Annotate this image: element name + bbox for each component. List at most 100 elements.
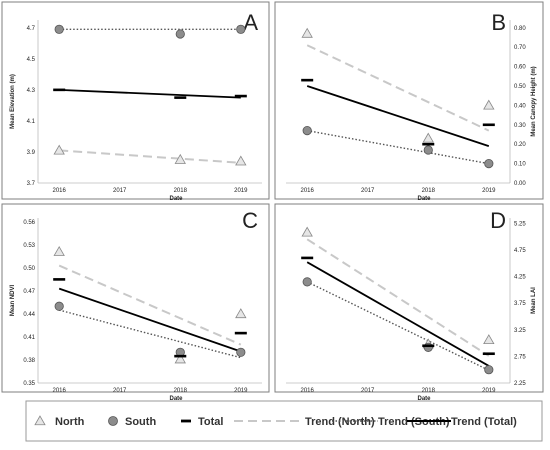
total-marker: [53, 88, 66, 92]
trend-line-trend-total: [59, 88, 241, 99]
trend-line-trend-north: [59, 149, 241, 164]
panel-letter: B: [491, 10, 506, 35]
x-tick-label: 2017: [361, 388, 375, 394]
trend-line-trend-total: [306, 85, 490, 147]
south-point: [423, 342, 433, 352]
north-point: [53, 144, 65, 155]
chart-panel-b: 2016 2017 2018 2019 0.00 0.10 0.20 0.30 0.40 0.50…: [274, 1, 544, 202]
total-marker: [234, 94, 247, 98]
x-axis-label: Date: [169, 396, 183, 402]
x-axis-label: Date: [417, 196, 431, 202]
y-tick-label: 0.10: [514, 162, 526, 168]
panel-border: [274, 1, 544, 200]
y-tick-label: 0.20: [514, 142, 526, 148]
y-tick-label: 4.1: [27, 119, 36, 125]
x-tick-label: 2018: [422, 388, 436, 394]
chart-panel-d: 2016 2017 2018 2019 2.25 2.75 3.25 3.75 4.25 4.75…: [274, 203, 544, 402]
legend-label: Trend (North): [305, 416, 375, 428]
total-marker: [301, 256, 314, 260]
trend-line-trend-total: [306, 261, 490, 367]
y-tick-label: 0.44: [23, 312, 35, 318]
total-marker: [53, 278, 66, 281]
x-tick-label: 2016: [53, 388, 67, 394]
y-tick-label: 3.75: [514, 301, 526, 307]
north-point: [235, 155, 247, 166]
x-tick-label: 2018: [174, 388, 188, 394]
chart-panel-c: 2016 2017 2018 2019 0.35 0.38 0.41 0.44 0.47 0.50…: [1, 203, 270, 402]
legend-label: South: [125, 416, 156, 428]
trend-line-trend-north: [58, 264, 242, 346]
legend-item-trend-north: Trend (North): [234, 416, 375, 428]
panel-border: [1, 1, 270, 200]
legend-north-symbol: [34, 415, 46, 426]
x-tick-label: 2017: [113, 188, 127, 194]
total-marker: [301, 78, 314, 82]
y-tick-label: 2.25: [514, 381, 526, 387]
x-tick-label: 2018: [422, 188, 436, 194]
south-point: [484, 365, 494, 375]
y-tick-label: 3.7: [27, 181, 36, 187]
y-axis-label: Mean NDVI: [10, 285, 16, 317]
y-tick-label: 3.25: [514, 328, 526, 334]
total-marker: [422, 344, 435, 348]
legend-item-total: Total: [181, 416, 223, 428]
y-tick-label: 0.40: [514, 103, 526, 109]
legend-total-symbol: [181, 419, 191, 423]
total-marker: [482, 123, 495, 127]
y-tick-label: 0.30: [514, 123, 526, 129]
x-tick-label: 2016: [301, 188, 315, 194]
panel-border: [274, 203, 544, 393]
y-tick-label: 4.3: [27, 88, 36, 94]
legend-item-north: North: [34, 415, 85, 428]
x-tick-label: 2019: [482, 388, 496, 394]
x-axis-label: Date: [417, 396, 431, 402]
y-tick-label: 0.50: [514, 84, 526, 90]
north-point: [174, 153, 186, 164]
panel-letter: C: [242, 208, 258, 233]
legend-item-trend-total: Trend (Total): [407, 416, 517, 428]
y-tick-label: 2.75: [514, 354, 526, 360]
north-point: [483, 99, 495, 110]
south-point: [484, 158, 494, 169]
x-tick-label: 2016: [53, 188, 67, 194]
north-point: [235, 308, 247, 319]
y-tick-label: 0.50: [23, 266, 35, 272]
y-axis-label: Mean LAI: [531, 287, 537, 314]
north-point: [174, 353, 186, 364]
south-point: [302, 126, 312, 136]
total-marker: [422, 142, 435, 146]
y-tick-label: 4.25: [514, 275, 526, 281]
y-tick-label: 3.9: [27, 150, 36, 156]
x-tick-label: 2018: [174, 188, 188, 194]
legend-label: North: [55, 416, 85, 428]
south-point: [54, 24, 64, 34]
trend-line-trend-north: [306, 238, 490, 357]
chart-panel-a: 2016 2017 2018 2019 3.7 3.9 4.1 4.3 4.5 4.7 Date Me…: [1, 1, 270, 202]
y-tick-label: 0.80: [514, 26, 526, 32]
total-marker: [482, 352, 495, 356]
y-tick-label: 0.00: [514, 181, 526, 187]
panel-border: [1, 203, 270, 393]
trend-line-trend-north: [306, 44, 490, 132]
trend-line-trend-south: [306, 281, 490, 371]
south-point: [236, 24, 246, 34]
north-point: [483, 334, 495, 345]
south-point: [302, 277, 312, 287]
north-point: [301, 226, 313, 237]
y-tick-label: 0.56: [23, 220, 35, 226]
panel-letter: D: [490, 208, 506, 233]
y-tick-label: 0.41: [23, 335, 35, 341]
y-tick-label: 0.53: [23, 243, 35, 249]
x-tick-label: 2019: [234, 388, 248, 394]
legend-item-south: South: [108, 416, 156, 428]
y-tick-label: 0.60: [514, 65, 526, 71]
y-tick-label: 0.70: [514, 45, 526, 51]
south-point: [54, 301, 64, 311]
legend-label: Trend (Total): [451, 416, 517, 428]
total-marker: [234, 331, 247, 335]
y-axis-label: Mean Elevation (m): [10, 74, 16, 129]
south-point: [423, 145, 433, 155]
y-tick-label: 0.35: [23, 381, 35, 387]
